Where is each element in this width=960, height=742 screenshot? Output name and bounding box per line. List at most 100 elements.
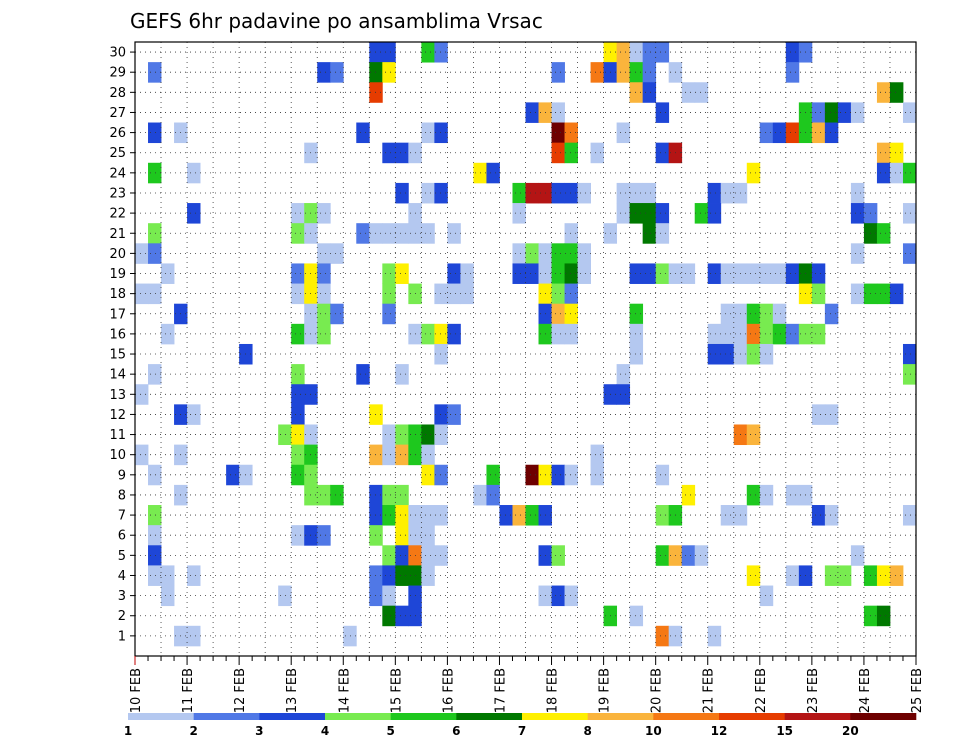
heatmap-cell [382, 62, 396, 83]
heatmap-cell [681, 82, 696, 103]
heatmap-cell [902, 162, 917, 184]
heatmap-cell [317, 62, 331, 83]
heatmap-cell [317, 484, 331, 506]
heatmap-cell [824, 303, 839, 325]
heatmap-cell [837, 565, 852, 586]
x-tick-label: 14 FEB [337, 668, 352, 713]
heatmap-cell [382, 142, 396, 164]
y-tick-label: 18 [109, 287, 126, 302]
y-tick-label: 29 [109, 66, 126, 81]
heatmap-cell [395, 223, 409, 244]
heatmap-cell [330, 62, 344, 83]
heatmap-cell [629, 62, 644, 83]
heatmap-cell [629, 42, 644, 63]
heatmap-cell [850, 203, 865, 224]
heatmap-cell [434, 343, 448, 365]
heatmap-cell [148, 62, 162, 83]
colorbar-segment [325, 713, 391, 720]
heatmap-cell [850, 545, 865, 566]
heatmap-cell [837, 102, 852, 123]
x-tick-label: 25 FEB [910, 668, 925, 713]
heatmap-cell [577, 182, 591, 204]
heatmap-cell [486, 484, 500, 506]
heatmap-cell [564, 243, 578, 264]
heatmap-cell [720, 505, 735, 526]
heatmap-cell [369, 484, 383, 506]
heatmap-cell [902, 505, 917, 526]
heatmap-cell [135, 444, 149, 466]
heatmap-cell [395, 364, 409, 385]
heatmap-cell [577, 243, 591, 264]
heatmap-cell [564, 283, 578, 305]
heatmap-cell [746, 565, 761, 586]
heatmap-cell [564, 223, 578, 244]
heatmap-cell [629, 323, 644, 345]
heatmap-cell [382, 585, 396, 607]
heatmap-cell [824, 565, 839, 586]
heatmap-cell [447, 283, 461, 305]
heatmap-cell [148, 525, 162, 546]
heatmap-cell [564, 303, 578, 325]
grid-layer [135, 42, 916, 656]
heatmap-cell [382, 444, 396, 466]
heatmap-cell [720, 182, 735, 204]
heatmap-cell [772, 323, 787, 345]
heatmap-cell [876, 605, 891, 627]
heatmap-cell [317, 283, 331, 305]
heatmap-cell [148, 283, 162, 305]
heatmap-cell [317, 525, 331, 546]
heatmap-cell [148, 364, 162, 385]
heatmap-cell [590, 62, 604, 83]
heatmap-cell [785, 62, 800, 83]
heatmap-cell [655, 625, 670, 647]
cells-layer [135, 42, 917, 647]
heatmap-cell [876, 162, 891, 184]
heatmap-cell [460, 263, 474, 284]
heatmap-cell [291, 424, 305, 446]
heatmap-cell [564, 585, 578, 607]
heatmap-cell [447, 404, 461, 425]
heatmap-cell [759, 585, 774, 607]
heatmap-cell [551, 263, 565, 284]
colorbar-label: 7 [518, 724, 526, 738]
heatmap-cell [382, 545, 396, 566]
heatmap-cell [161, 263, 175, 284]
chart-title: GEFS 6hr padavine po ansamblima Vrsac [130, 9, 543, 33]
heatmap-cell [811, 283, 826, 305]
heatmap-cell [187, 404, 201, 425]
heatmap-cell [551, 464, 565, 486]
heatmap-cell [148, 565, 162, 586]
colorbar-label: 8 [583, 724, 591, 738]
heatmap-cell [395, 424, 409, 446]
colorbar-segment [850, 713, 917, 720]
x-tick-label: 18 FEB [546, 668, 561, 713]
heatmap-cell [291, 464, 305, 486]
heatmap-cell [759, 323, 774, 345]
heatmap-cell [187, 625, 201, 647]
heatmap-cell [330, 303, 344, 325]
heatmap-cell [148, 243, 162, 264]
x-tick-label: 15 FEB [389, 668, 404, 713]
heatmap-cell [291, 283, 305, 305]
heatmap-cell [382, 605, 396, 627]
heatmap-cell [421, 223, 435, 244]
heatmap-cell [642, 82, 657, 103]
heatmap-cell [629, 303, 644, 325]
y-tick-label: 17 [109, 307, 126, 322]
heatmap-cell [382, 223, 396, 244]
heatmap-cell [889, 162, 904, 184]
heatmap-cell [525, 182, 539, 204]
x-tick-label: 22 FEB [754, 668, 769, 713]
heatmap-cell [590, 444, 604, 466]
heatmap-cell [161, 565, 175, 586]
heatmap-cell [161, 323, 175, 345]
heatmap-cell [421, 545, 435, 566]
heatmap-cell [655, 203, 670, 224]
heatmap-cell [681, 263, 696, 284]
heatmap-cell [746, 303, 761, 325]
heatmap-cell [395, 545, 409, 566]
heatmap-cell [369, 505, 383, 526]
heatmap-cell [551, 303, 565, 325]
heatmap-cell [499, 505, 513, 526]
